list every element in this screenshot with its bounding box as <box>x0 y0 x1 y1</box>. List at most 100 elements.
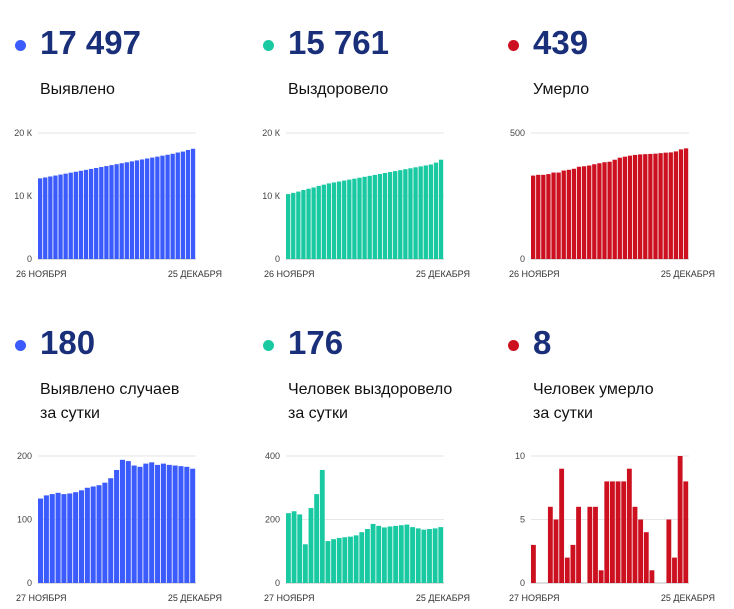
bar <box>43 177 48 259</box>
bar <box>301 190 306 259</box>
bar <box>546 174 551 259</box>
bar <box>308 508 314 583</box>
bar <box>129 161 135 259</box>
bar <box>180 151 186 259</box>
bar <box>677 456 683 583</box>
bar <box>131 465 137 583</box>
x-end-label: 25 ДЕКАБРЯ <box>416 593 470 603</box>
y-tick-label: 200 <box>17 451 32 461</box>
bar <box>190 468 196 583</box>
bar <box>362 176 367 259</box>
bar <box>43 495 49 583</box>
bar <box>125 461 131 583</box>
stat-label: за сутки <box>533 405 593 422</box>
bar <box>649 570 655 583</box>
bar <box>627 155 633 259</box>
bar <box>325 541 331 583</box>
y-tick-label: 0 <box>275 254 280 264</box>
y-tick-label: 10 <box>515 451 525 461</box>
bar <box>109 165 114 259</box>
x-end-label: 25 ДЕКАБРЯ <box>661 593 715 603</box>
bar <box>597 163 602 259</box>
bar <box>94 167 99 259</box>
y-tick-label: 10 К <box>14 191 33 201</box>
stat-panel: 176 Человек выздоровело за сутки 0 200 400 27 … <box>248 300 478 603</box>
bar <box>576 166 582 259</box>
bar <box>393 171 398 259</box>
bar-chart: 0 10 К 20 К 26 НОЯБРЯ 25 ДЕКАБРЯ <box>262 128 470 279</box>
bar <box>673 151 679 259</box>
bar <box>593 506 598 583</box>
bar <box>632 154 638 259</box>
legend-dot-icon <box>508 40 519 51</box>
bar <box>84 487 90 583</box>
bar <box>83 169 89 259</box>
legend-dot-icon <box>15 340 26 351</box>
bar <box>570 544 576 583</box>
stat-value: 15 761 <box>288 24 389 61</box>
bar <box>348 536 353 583</box>
stat-label: Человек умерло <box>533 381 654 398</box>
legend-dot-icon <box>508 340 519 351</box>
bar <box>428 164 434 259</box>
bar <box>357 177 362 259</box>
bar <box>561 170 566 259</box>
bar <box>666 519 672 583</box>
bar <box>438 527 444 583</box>
y-tick-label: 0 <box>520 254 525 264</box>
bar <box>286 513 291 583</box>
bar <box>427 529 432 583</box>
bar <box>672 557 677 583</box>
bar <box>551 172 556 259</box>
bar <box>404 524 410 583</box>
bar <box>90 486 96 583</box>
bar <box>564 557 570 583</box>
bar-chart: 0 5 10 27 НОЯБРЯ 25 ДЕКАБРЯ <box>509 451 715 603</box>
bar <box>336 181 342 259</box>
bar <box>73 171 78 259</box>
bar <box>63 173 68 259</box>
bar <box>291 192 296 259</box>
bar <box>377 173 383 259</box>
bar <box>88 168 94 259</box>
y-tick-label: 400 <box>265 451 280 461</box>
bar <box>531 544 536 583</box>
bar <box>114 164 119 259</box>
bar <box>602 162 607 259</box>
bar <box>621 481 627 583</box>
bar-chart: 0 200 400 27 НОЯБРЯ 25 ДЕКАБРЯ <box>264 451 470 603</box>
stat-label: Выявлено случаев <box>40 381 180 398</box>
bar <box>316 185 321 259</box>
bar <box>622 156 628 259</box>
bar <box>104 166 109 259</box>
bar <box>592 164 597 259</box>
y-tick-label: 10 К <box>262 191 281 201</box>
x-start-label: 27 НОЯБРЯ <box>16 593 67 603</box>
bar <box>617 157 622 259</box>
bar <box>643 532 649 583</box>
y-tick-label: 100 <box>17 515 32 525</box>
y-tick-label: 0 <box>27 254 32 264</box>
bar <box>124 162 129 259</box>
bar <box>49 494 55 583</box>
x-start-label: 27 НОЯБРЯ <box>509 593 560 603</box>
bar <box>432 528 438 583</box>
bar <box>376 525 382 583</box>
bar <box>359 532 365 583</box>
bar <box>311 187 316 259</box>
bar <box>612 159 617 259</box>
bar <box>653 153 658 259</box>
bar <box>587 165 592 259</box>
stat-value: 17 497 <box>40 24 141 61</box>
bar <box>170 153 175 259</box>
y-tick-label: 20 К <box>262 128 281 138</box>
y-tick-label: 500 <box>510 128 525 138</box>
bar <box>184 466 190 583</box>
bar <box>342 180 347 259</box>
x-start-label: 27 НОЯБРЯ <box>264 593 315 603</box>
bar <box>571 168 577 259</box>
bar <box>160 463 166 583</box>
bar <box>73 492 79 583</box>
bar <box>433 162 439 259</box>
y-tick-label: 200 <box>265 515 280 525</box>
